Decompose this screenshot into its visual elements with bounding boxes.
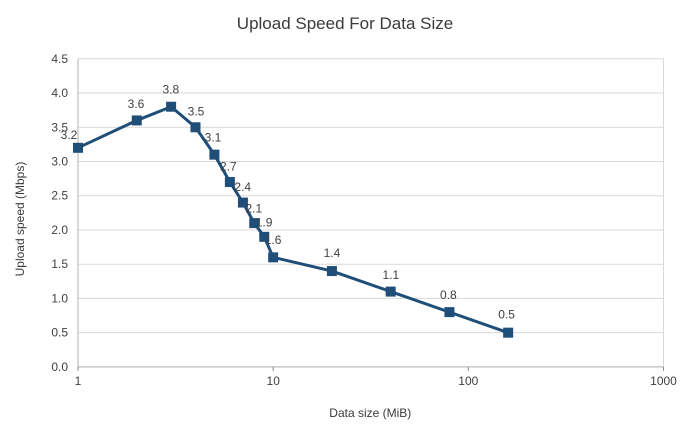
svg-text:3.2: 3.2 <box>61 128 78 142</box>
svg-text:4.5: 4.5 <box>51 52 68 66</box>
svg-text:1.9: 1.9 <box>256 215 273 229</box>
svg-text:1.4: 1.4 <box>324 246 341 260</box>
svg-text:2.0: 2.0 <box>51 223 68 237</box>
svg-text:3.6: 3.6 <box>128 97 145 111</box>
svg-text:3.0: 3.0 <box>51 155 68 169</box>
svg-text:1.1: 1.1 <box>383 268 400 282</box>
svg-text:0.5: 0.5 <box>498 308 515 322</box>
svg-text:3.8: 3.8 <box>163 82 180 96</box>
svg-text:2.5: 2.5 <box>51 189 68 203</box>
svg-text:2.7: 2.7 <box>220 160 237 174</box>
svg-text:1: 1 <box>75 374 82 388</box>
svg-text:3.1: 3.1 <box>205 131 222 145</box>
svg-text:0.8: 0.8 <box>440 288 457 302</box>
svg-text:2.1: 2.1 <box>245 201 262 215</box>
svg-text:10: 10 <box>267 374 281 388</box>
svg-text:4.0: 4.0 <box>51 86 68 100</box>
svg-text:2.4: 2.4 <box>234 180 251 194</box>
svg-text:1.5: 1.5 <box>51 257 68 271</box>
svg-text:1.6: 1.6 <box>265 233 282 247</box>
svg-text:0.5: 0.5 <box>51 326 68 340</box>
svg-text:1.0: 1.0 <box>51 291 68 305</box>
svg-text:3.5: 3.5 <box>188 105 205 119</box>
svg-text:0.0: 0.0 <box>51 360 68 374</box>
svg-text:100: 100 <box>458 374 478 388</box>
svg-text:1000: 1000 <box>650 374 677 388</box>
